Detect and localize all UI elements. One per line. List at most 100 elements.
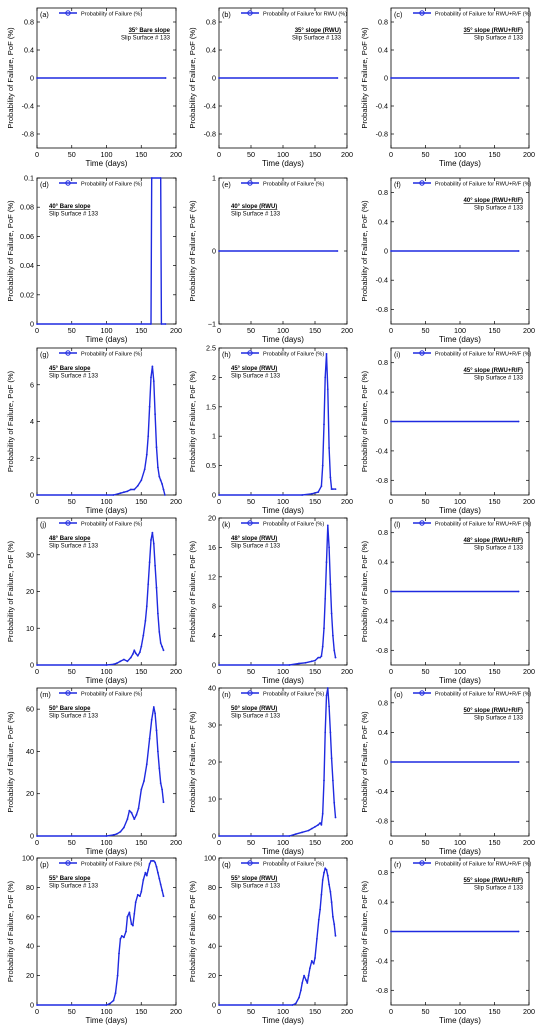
data-point <box>218 494 220 496</box>
x-tick-label: 150 <box>135 667 147 676</box>
y-tick-label: -0.4 <box>376 956 388 965</box>
data-point <box>517 930 520 933</box>
data-point <box>307 829 310 832</box>
y-tick-label: 1 <box>212 174 216 183</box>
data-point <box>390 77 392 79</box>
y-tick-label: 0.8 <box>206 18 216 27</box>
data-point <box>294 1002 297 1005</box>
y-tick-label: 0.02 <box>20 290 34 299</box>
x-tick-label: 100 <box>454 150 466 159</box>
x-tick-label: 150 <box>309 838 321 847</box>
data-point <box>328 447 330 449</box>
y-tick-label: 100 <box>204 854 216 863</box>
data-point <box>314 957 316 959</box>
data-point <box>336 77 339 79</box>
data-point <box>142 634 145 637</box>
y-tick-label: -0.8 <box>376 986 388 995</box>
data-point <box>334 488 337 490</box>
data-point <box>328 546 330 549</box>
y-tick-label: -0.8 <box>376 817 388 826</box>
data-point <box>148 863 151 865</box>
data-point <box>332 915 334 918</box>
y-tick-label: -0.8 <box>204 130 216 139</box>
data-point <box>517 420 520 423</box>
legend-swatch-marker <box>65 180 71 186</box>
data-point <box>145 763 148 765</box>
y-tick-label: 2.5 <box>206 344 216 353</box>
x-tick-label: 200 <box>341 150 353 159</box>
x-tick-label: 200 <box>523 838 535 847</box>
x-tick-label: 200 <box>341 667 353 676</box>
data-point <box>147 868 150 871</box>
data-point <box>150 376 152 379</box>
data-point <box>218 664 220 666</box>
y-tick-label: 20 <box>26 587 34 596</box>
x-tick-label: 200 <box>523 326 535 335</box>
x-axis-label: Time (days) <box>439 335 481 344</box>
annotation-subtitle: Slip Surface # 133 <box>49 374 99 380</box>
x-tick-label: 50 <box>422 497 430 506</box>
x-tick-label: 150 <box>489 667 501 676</box>
x-tick-label: 50 <box>247 1007 255 1016</box>
y-tick-label: 0.04 <box>20 261 34 270</box>
chart-panel-j: 0 50 100 150 200 0 10 20 30 Time (days) Probabilit… <box>6 517 182 685</box>
data-point <box>321 812 324 815</box>
x-tick-label: 100 <box>277 1007 289 1016</box>
data-point <box>310 660 313 663</box>
data-point <box>155 865 158 868</box>
legend-label: Probability of Failure (%) <box>81 691 142 697</box>
legend-label: Probability of Failure (%) <box>81 861 142 867</box>
data-point <box>143 468 146 471</box>
y-tick-label: 0.4 <box>24 46 34 55</box>
x-tick-label: 200 <box>170 838 182 847</box>
x-tick-label: 50 <box>247 838 255 847</box>
annotation-subtitle: Slip Surface # 133 <box>474 716 524 722</box>
x-axis-label: Time (days) <box>439 159 481 168</box>
legend-swatch-marker <box>247 10 253 16</box>
data-point <box>333 801 336 804</box>
data-point <box>330 901 333 903</box>
x-tick-label: 50 <box>247 326 255 335</box>
y-tick-label: 0.1 <box>24 174 34 183</box>
data-point <box>288 664 291 666</box>
data-point <box>390 761 392 763</box>
data-point <box>105 1004 108 1006</box>
series-line <box>37 860 165 1006</box>
x-tick-label: 50 <box>68 838 76 847</box>
data-point <box>120 935 123 937</box>
x-tick-label: 50 <box>68 497 76 506</box>
x-tick-label: 150 <box>309 1007 321 1016</box>
x-tick-label: 200 <box>341 1007 353 1016</box>
legend-swatch-marker <box>247 690 253 696</box>
y-tick-label: 0.06 <box>20 232 34 241</box>
y-tick-label: 0 <box>30 661 34 670</box>
y-tick-label: 0.8 <box>378 698 388 707</box>
x-tick-label: 100 <box>101 150 113 159</box>
x-tick-label: 50 <box>68 667 76 676</box>
annotation-title: 55° slope (RWU+R/F) <box>464 878 523 884</box>
y-tick-label: 20 <box>26 971 34 980</box>
data-point <box>158 767 161 770</box>
data-point <box>390 250 392 252</box>
y-tick-label: 0 <box>30 832 34 841</box>
legend-swatch-marker <box>65 10 71 16</box>
data-point <box>323 871 325 874</box>
data-point <box>133 913 136 915</box>
x-tick-label: 150 <box>309 667 321 676</box>
panel-label: (j) <box>40 520 46 529</box>
y-tick-label: 0 <box>212 74 216 83</box>
annotation-subtitle: Slip Surface # 133 <box>231 884 281 890</box>
chart-panel-m: 0 50 100 150 200 0 20 40 60 Time (days) Probabilit… <box>6 687 182 856</box>
legend-label: Probability of Failure (%) <box>263 521 324 527</box>
panel-label: (f) <box>394 180 401 189</box>
y-tick-label: 10 <box>208 795 216 804</box>
y-tick-label: -0.4 <box>204 102 216 111</box>
data-point <box>328 705 330 708</box>
data-point <box>325 353 328 355</box>
data-point <box>306 982 309 984</box>
data-point <box>325 868 328 871</box>
y-tick-label: 0 <box>212 1001 216 1010</box>
x-tick-label: 0 <box>35 150 39 159</box>
annotation-subtitle: Slip Surface # 133 <box>474 36 524 42</box>
data-point <box>161 483 164 485</box>
